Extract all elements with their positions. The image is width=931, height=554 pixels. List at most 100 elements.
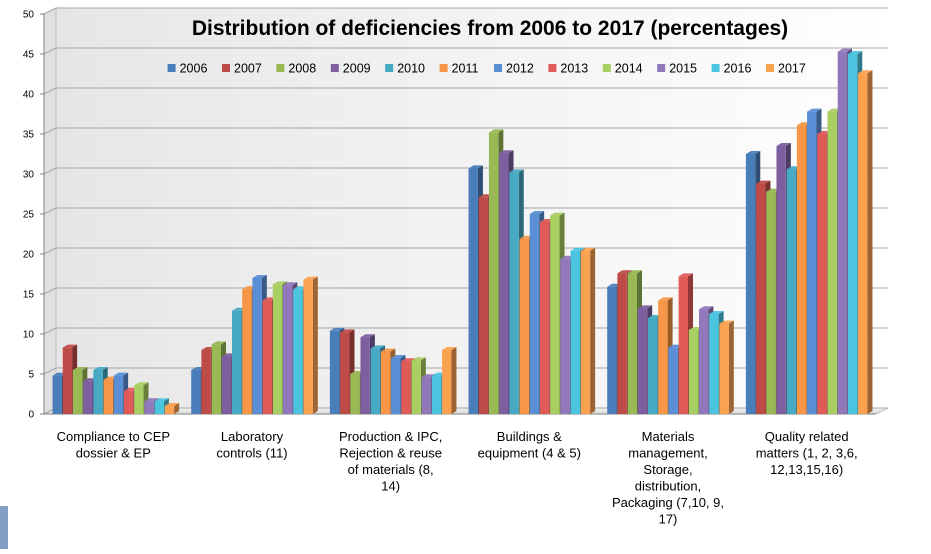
bar-front	[637, 308, 648, 414]
bar-top	[509, 169, 524, 173]
bar-front	[350, 374, 360, 414]
bar-top	[627, 270, 642, 274]
bar-front	[478, 197, 489, 414]
bar-top	[283, 282, 298, 286]
x-category-label: Materials management, Storage, distribution…	[612, 429, 724, 527]
bar-top	[113, 372, 129, 376]
legend-item: 2009	[330, 62, 371, 76]
bar-front	[154, 401, 164, 414]
bar-front	[678, 276, 688, 414]
page-edge-decoration	[0, 506, 8, 549]
bar-front	[796, 125, 807, 414]
bar-top	[411, 357, 426, 361]
gridline	[43, 7, 888, 15]
bar-front	[232, 310, 242, 414]
bar-front	[340, 332, 350, 414]
bar-top	[421, 374, 437, 378]
bar-front	[509, 172, 519, 414]
bar-top	[134, 382, 149, 386]
legend-swatch	[548, 64, 557, 72]
legend-label: 2009	[343, 62, 371, 76]
bar-top	[658, 297, 673, 301]
bar-front	[807, 111, 817, 414]
bar-front	[123, 390, 134, 414]
bar-top	[401, 358, 416, 362]
legend-swatch	[276, 64, 285, 72]
bar-front	[370, 348, 381, 414]
bar-top	[719, 320, 734, 324]
legend-item: 2014	[602, 62, 643, 76]
bar-top	[580, 247, 596, 251]
bar-front	[688, 330, 699, 414]
y-tick-label: 15	[23, 290, 35, 301]
bar-top	[391, 355, 406, 358]
bar-front	[570, 250, 580, 414]
gridline	[43, 167, 888, 175]
bar-side	[728, 320, 734, 414]
bar-top	[329, 327, 345, 331]
bar	[303, 276, 318, 414]
legend-item: 2008	[276, 62, 316, 76]
legend-label: 2012	[506, 62, 534, 76]
bar-front	[539, 222, 550, 414]
bar-top	[62, 344, 78, 348]
bar-side	[451, 347, 457, 414]
y-tick-label: 40	[23, 90, 35, 101]
bar-front	[303, 279, 313, 414]
bar-top	[550, 212, 565, 216]
bar-front	[519, 238, 529, 414]
legend-label: 2008	[288, 62, 316, 76]
bar-front	[776, 146, 786, 414]
bar-front	[431, 375, 442, 414]
bar-front	[103, 379, 113, 414]
y-tick-label: 45	[23, 50, 35, 61]
bar-top	[637, 305, 653, 309]
bar-front	[699, 309, 709, 414]
chart-title: Distribution of deficiencies from 2006 t…	[192, 17, 788, 40]
bar-side	[867, 70, 873, 414]
bar-front	[293, 289, 303, 414]
bar-top	[468, 165, 483, 169]
bar-top	[340, 329, 355, 333]
bar-top	[360, 334, 375, 338]
bar-front	[62, 347, 73, 414]
bar-front	[560, 258, 570, 414]
legend-swatch	[439, 64, 448, 72]
bar-front	[272, 284, 283, 414]
legend-label: 2010	[397, 62, 425, 76]
bar-side	[312, 276, 318, 414]
bar-front	[847, 54, 858, 414]
y-axis: 0 5 10 15 20 25 30 35 40 45 50	[23, 10, 876, 421]
bar-front	[83, 381, 93, 414]
x-category-label: Buildings & equipment (4 & 5)	[478, 429, 581, 461]
legend-item: 2010	[385, 62, 425, 76]
x-category-label: Compliance to CEP dossier & EP	[57, 429, 170, 461]
bar-front	[401, 361, 411, 414]
legend-label: 2017	[778, 62, 806, 76]
bar-front	[52, 375, 62, 414]
bar-front	[93, 370, 103, 414]
bar-front	[648, 318, 658, 414]
legend-label: 2015	[669, 62, 697, 76]
bar-top	[807, 108, 822, 112]
bar-top	[776, 143, 791, 146]
bar-front	[550, 215, 560, 414]
bar	[164, 403, 180, 414]
bar-top	[745, 151, 761, 154]
bar-top	[303, 276, 318, 280]
bar-front	[617, 273, 627, 414]
legend-item: 2007	[222, 62, 262, 76]
gridline	[43, 127, 888, 135]
bar-top	[529, 211, 545, 214]
y-tick-label: 20	[23, 250, 35, 261]
bar-front	[391, 358, 401, 414]
bar-front	[164, 406, 175, 414]
legend-swatch	[385, 64, 394, 72]
bar-front	[442, 350, 452, 414]
bar-top	[93, 367, 108, 370]
bar-front	[221, 356, 232, 414]
legend-swatch	[167, 64, 176, 72]
bar-front	[837, 51, 848, 414]
bar-front	[242, 289, 252, 414]
bar-top	[252, 275, 267, 278]
